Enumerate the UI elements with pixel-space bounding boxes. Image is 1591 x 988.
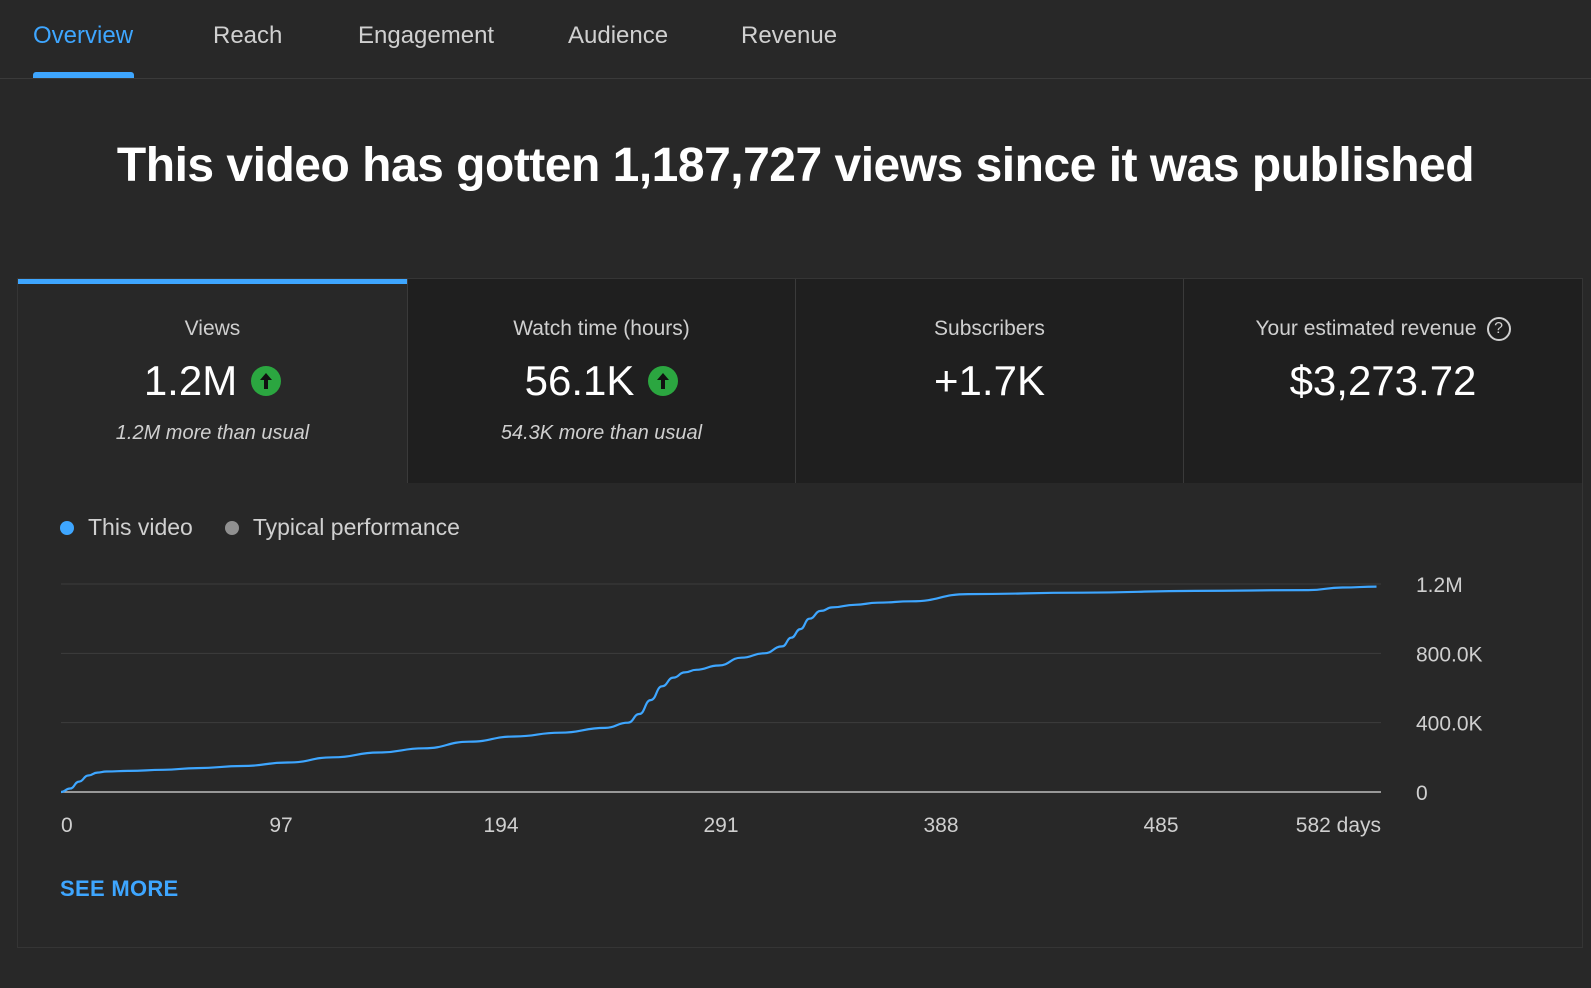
- tab-overview[interactable]: Overview: [33, 22, 134, 49]
- metric-label-row: Your estimated revenue?: [1184, 317, 1582, 342]
- metric-label: Views: [184, 317, 241, 340]
- y-tick-label: 0: [1416, 782, 1428, 805]
- metric-comparison: 1.2M more than usual: [115, 422, 310, 444]
- metric-label: Your estimated revenue: [1255, 317, 1477, 340]
- y-tick-label: 1.2M: [1416, 574, 1463, 597]
- arrow-up-icon: [648, 366, 679, 396]
- see-more-link[interactable]: SEE MORE: [60, 876, 179, 901]
- metric-revenue[interactable]: Your estimated revenue? $3,273.72: [1183, 279, 1582, 483]
- y-tick-label: 400.0K: [1416, 713, 1483, 736]
- metric-value-row: $3,273.72: [1184, 357, 1582, 405]
- views-chart: 0 400.0K 800.0K 1.2M 0 97 194 291 388 485 582 days: [60, 574, 1483, 837]
- metric-watch-time[interactable]: Watch time (hours) 56.1K 54.3K more than…: [407, 279, 795, 483]
- arrow-up-icon: [251, 366, 282, 396]
- series-line-this-video: [60, 585, 1377, 794]
- page-headline: This video has gotten 1,187,727 views si…: [116, 139, 1475, 192]
- metric-label: Watch time (hours): [513, 317, 690, 340]
- metric-value-row: 56.1K: [408, 357, 795, 405]
- metric-value: +1.7K: [934, 357, 1045, 404]
- legend-item-this-video: This video: [60, 514, 193, 541]
- metric-value-row: 1.2M: [18, 357, 407, 405]
- legend-dot: [60, 520, 74, 535]
- chart-legend: This video Typical performance: [60, 514, 492, 541]
- x-tick-label: 194: [483, 814, 518, 837]
- metric-comparison: 54.3K more than usual: [500, 422, 703, 444]
- x-tick-label: 97: [269, 814, 292, 837]
- x-tick-label: 291: [703, 814, 738, 837]
- active-tab-indicator: [33, 72, 134, 78]
- legend-label: This video: [88, 514, 193, 540]
- x-tick-label: 0: [61, 814, 73, 837]
- overview-card: Views 1.2M 1.2M more than usual Watch ti…: [17, 278, 1583, 948]
- metric-value-row: +1.7K: [796, 357, 1183, 405]
- metric-value: 1.2M: [143, 357, 238, 404]
- x-tick-label: 582 days: [1296, 814, 1381, 837]
- x-tick-label: 388: [923, 814, 958, 837]
- legend-dot: [224, 520, 239, 535]
- metric-views[interactable]: Views 1.2M 1.2M more than usual: [18, 279, 407, 483]
- metric-label: Subscribers: [934, 317, 1045, 340]
- tab-reach[interactable]: Reach: [213, 22, 283, 49]
- tab-revenue[interactable]: Revenue: [741, 22, 838, 49]
- legend-label: Typical performance: [252, 514, 460, 540]
- tab-audience[interactable]: Audience: [568, 22, 669, 49]
- help-icon[interactable]: ?: [1486, 317, 1511, 342]
- metric-subscribers[interactable]: Subscribers +1.7K: [795, 279, 1183, 483]
- y-tick-label: 800.0K: [1416, 643, 1483, 666]
- tab-engagement[interactable]: Engagement: [358, 22, 495, 49]
- metric-value: $3,273.72: [1289, 357, 1477, 404]
- x-tick-label: 485: [1143, 814, 1178, 837]
- legend-item-typical-performance: Typical performance: [224, 514, 460, 541]
- selected-metric-indicator: [18, 279, 407, 284]
- metric-value: 56.1K: [524, 357, 635, 404]
- tab-bar: Overview Reach Engagement Audience Reven…: [0, 0, 1591, 79]
